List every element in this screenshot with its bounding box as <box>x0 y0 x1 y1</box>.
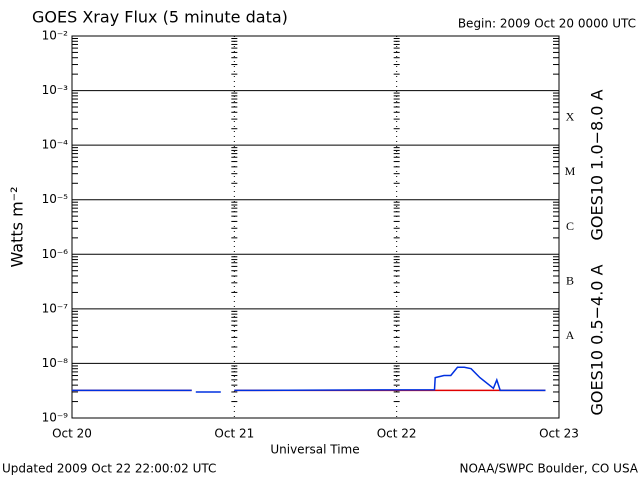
y-tick-label: 10⁻⁴ <box>42 138 69 152</box>
flare-class: B <box>566 273 574 287</box>
x-tick-label: Oct 22 <box>377 427 417 441</box>
y-axis-label: Watts m⁻² <box>8 186 27 267</box>
footer-right: NOAA/SWPC Boulder, CO USA <box>460 462 639 476</box>
y-tick-label: 10⁻⁸ <box>42 356 69 370</box>
flare-class: C <box>566 219 574 233</box>
legend-entry: GOES10 0.5−4.0 A <box>588 264 607 415</box>
y-tick-label: 10⁻² <box>42 29 69 43</box>
y-tick-label: 10⁻⁶ <box>42 247 69 261</box>
flare-class: X <box>566 110 575 124</box>
series-line <box>234 366 546 392</box>
chart-title: GOES Xray Flux (5 minute data) <box>32 8 288 27</box>
x-axis-label: Universal Time <box>270 443 359 457</box>
flare-class: M <box>565 164 576 178</box>
legend-entry: GOES10 1.0−8.0 A <box>588 89 607 240</box>
y-tick-label: 10⁻³ <box>42 83 69 97</box>
subtitle: Begin: 2009 Oct 20 0000 UTC <box>458 17 636 31</box>
y-tick-label: 10⁻⁷ <box>42 301 69 315</box>
x-tick-label: Oct 21 <box>214 427 254 441</box>
y-tick-label: 10⁻⁹ <box>42 411 69 425</box>
flare-class: A <box>566 328 575 342</box>
footer-left: Updated 2009 Oct 22 22:00:02 UTC <box>2 462 216 476</box>
y-tick-label: 10⁻⁵ <box>42 192 69 206</box>
x-tick-label: Oct 23 <box>539 427 579 441</box>
x-tick-label: Oct 20 <box>52 427 92 441</box>
plot-frame <box>71 35 560 419</box>
